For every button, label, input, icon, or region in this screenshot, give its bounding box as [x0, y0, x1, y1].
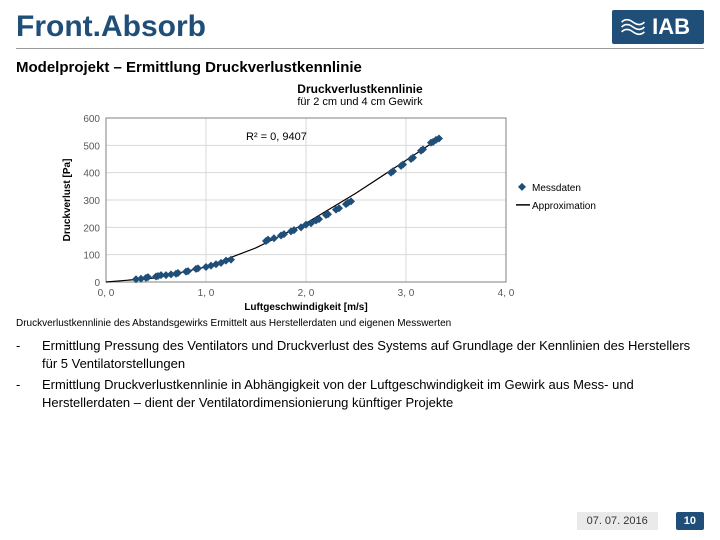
svg-text:3, 0: 3, 0 — [398, 288, 415, 299]
footer-date: 07. 07. 2016 — [577, 512, 658, 530]
svg-text:Luftgeschwindigkeit [m/s]: Luftgeschwindigkeit [m/s] — [244, 302, 367, 312]
bullet-dash: - — [16, 376, 30, 411]
chart-caption: Druckverlustkennlinie des Abstandsgewirk… — [0, 312, 720, 337]
chart-title: Druckverlustkennlinie — [16, 82, 704, 96]
logo-text: IAB — [652, 14, 690, 40]
svg-text:Approximation: Approximation — [532, 201, 596, 212]
wave-icon — [620, 14, 646, 40]
svg-text:600: 600 — [83, 114, 100, 125]
page-title: Front.Absorb — [16, 10, 206, 44]
chart-subtitle: für 2 cm und 4 cm Gewirk — [16, 96, 704, 108]
svg-text:0, 0: 0, 0 — [98, 288, 115, 299]
svg-text:Messdaten: Messdaten — [532, 183, 581, 194]
bullet-dash: - — [16, 337, 30, 372]
svg-text:200: 200 — [83, 223, 100, 234]
svg-text:Druckverlust [Pa]: Druckverlust [Pa] — [62, 159, 73, 242]
bullet-text: Ermittlung Druckverlustkennlinie in Abhä… — [42, 376, 704, 411]
svg-text:400: 400 — [83, 169, 100, 180]
svg-text:2, 0: 2, 0 — [298, 288, 315, 299]
subtitle: Modelprojekt – Ermittlung Druckverlustke… — [0, 49, 720, 82]
list-item: - Ermittlung Druckverlustkennlinie in Ab… — [16, 376, 704, 411]
svg-text:R² = 0, 9407: R² = 0, 9407 — [246, 131, 307, 143]
svg-text:300: 300 — [83, 196, 100, 207]
svg-text:4, 0: 4, 0 — [498, 288, 515, 299]
list-item: - Ermittlung Pressung des Ventilators un… — [16, 337, 704, 372]
bullet-list: - Ermittlung Pressung des Ventilators un… — [0, 337, 720, 411]
pressure-loss-chart: 01002003004005006000, 01, 02, 03, 04, 0R… — [56, 112, 616, 312]
iab-logo: IAB — [612, 10, 704, 44]
svg-text:500: 500 — [83, 141, 100, 152]
svg-text:100: 100 — [83, 251, 100, 262]
bullet-text: Ermittlung Pressung des Ventilators und … — [42, 337, 704, 372]
page-number: 10 — [676, 512, 704, 530]
svg-text:1, 0: 1, 0 — [198, 288, 215, 299]
